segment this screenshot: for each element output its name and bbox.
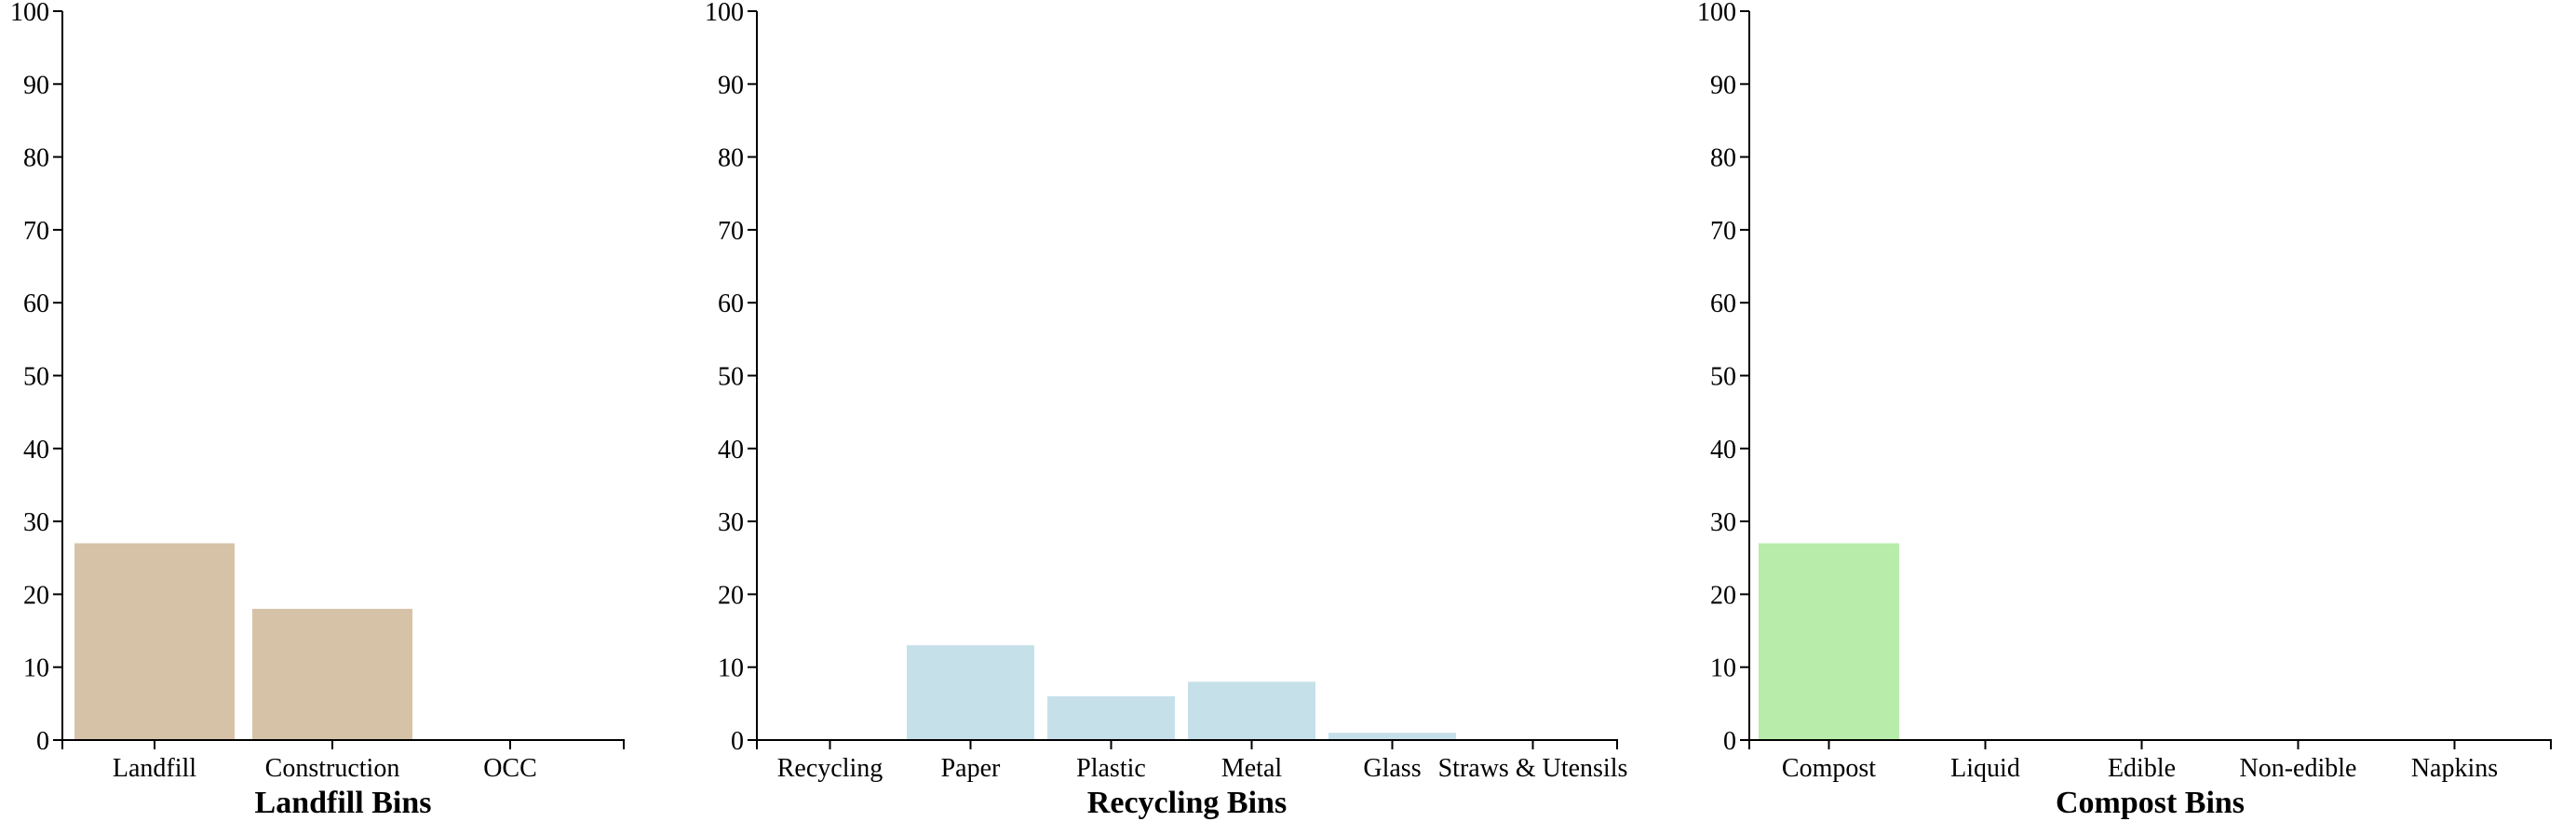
y-tick-label: 50 bbox=[1710, 363, 1736, 392]
x-axis-title: Recycling Bins bbox=[1087, 786, 1287, 820]
bar-glass bbox=[1328, 733, 1456, 740]
x-tick-label-glass: Glass bbox=[1363, 754, 1421, 783]
y-tick-label: 40 bbox=[1710, 436, 1736, 465]
x-tick-label-non-edible: Non-edible bbox=[2240, 754, 2357, 783]
y-tick-label: 10 bbox=[1710, 654, 1736, 683]
y-tick-label: 30 bbox=[23, 508, 49, 537]
bar-landfill bbox=[74, 543, 235, 740]
x-tick-label-liquid: Liquid bbox=[1950, 754, 2020, 783]
bar-plastic bbox=[1047, 696, 1175, 740]
x-axis-title: Compost Bins bbox=[2056, 786, 2245, 820]
x-tick-label-metal: Metal bbox=[1221, 754, 1283, 783]
y-tick-label: 70 bbox=[23, 217, 49, 246]
x-tick-label-paper: Paper bbox=[941, 754, 1001, 783]
x-tick-label-occ: OCC bbox=[483, 754, 537, 783]
y-tick-label: 60 bbox=[718, 290, 744, 318]
compost-bins-chart: 0 10 20 30 40 50 60 70 80 90 100 Compost Liquid Edibl… bbox=[1697, 0, 2552, 820]
x-tick-label-plastic: Plastic bbox=[1076, 754, 1146, 783]
x-tick-label-landfill: Landfill bbox=[113, 754, 196, 783]
x-tick-label-edible: Edible bbox=[2108, 754, 2176, 783]
x-axis-line bbox=[61, 739, 625, 749]
bar-paper bbox=[907, 645, 1034, 740]
y-tick-label: 10 bbox=[718, 654, 744, 683]
bar-compost bbox=[1759, 543, 1899, 740]
x-tick-label-napkins: Napkins bbox=[2411, 754, 2498, 783]
y-tick-label: 40 bbox=[23, 436, 49, 465]
x-tick-label-recycling: Recycling bbox=[777, 754, 883, 783]
y-tick-label: 30 bbox=[718, 508, 744, 537]
y-tick-label: 70 bbox=[718, 217, 744, 246]
y-tick-label: 20 bbox=[1710, 581, 1736, 610]
x-tick-label-construction: Construction bbox=[265, 754, 400, 783]
y-tick-label: 80 bbox=[1710, 144, 1736, 173]
bar-metal bbox=[1188, 681, 1315, 740]
y-tick-label: 70 bbox=[1710, 217, 1736, 246]
y-tick-label: 100 bbox=[10, 0, 49, 27]
x-axis-line bbox=[756, 739, 1618, 749]
y-tick-label: 30 bbox=[1710, 508, 1736, 537]
y-tick-label: 10 bbox=[23, 654, 49, 683]
y-tick-label: 0 bbox=[36, 727, 49, 756]
landfill-bins-chart: 0 10 20 30 40 50 60 70 80 90 100 Landfill Constructi… bbox=[10, 0, 625, 820]
y-tick-label: 90 bbox=[718, 71, 744, 100]
y-tick-label: 90 bbox=[23, 71, 49, 100]
x-tick-label-compost: Compost bbox=[1782, 754, 1876, 783]
recycling-bins-chart: 0 10 20 30 40 50 60 70 80 90 100 Recycling Paper Plas… bbox=[705, 0, 1627, 820]
y-tick-label: 20 bbox=[718, 581, 744, 610]
y-tick-label: 80 bbox=[23, 144, 49, 173]
x-axis-title: Landfill Bins bbox=[255, 786, 432, 820]
y-tick-label: 80 bbox=[718, 144, 744, 173]
y-tick-label: 100 bbox=[1697, 0, 1736, 27]
y-tick-label: 40 bbox=[718, 436, 744, 465]
y-tick-label: 100 bbox=[705, 0, 744, 27]
bar-construction bbox=[252, 609, 412, 740]
y-tick-label: 0 bbox=[1723, 727, 1736, 756]
x-tick-label-straws-utensils: Straws & Utensils bbox=[1438, 754, 1628, 783]
x-axis-line bbox=[1748, 739, 2552, 749]
y-tick-label: 0 bbox=[731, 727, 744, 756]
y-tick-label: 20 bbox=[23, 581, 49, 610]
y-tick-label: 90 bbox=[1710, 71, 1736, 100]
y-tick-label: 60 bbox=[1710, 290, 1736, 318]
y-tick-label: 50 bbox=[718, 363, 744, 392]
y-tick-label: 60 bbox=[23, 290, 49, 318]
y-tick-label: 50 bbox=[23, 363, 49, 392]
